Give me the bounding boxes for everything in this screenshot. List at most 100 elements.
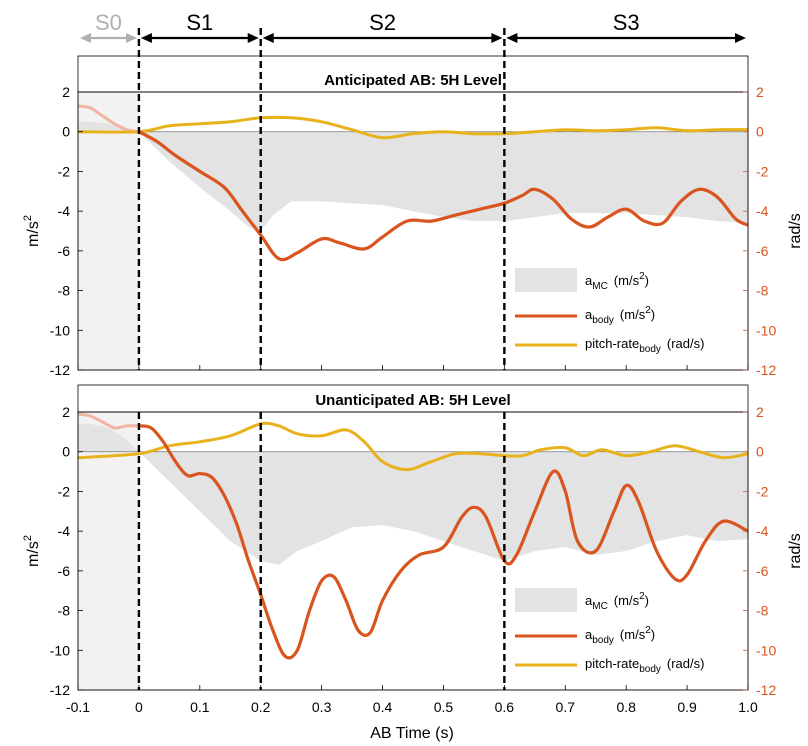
segment-arrowhead-left	[140, 33, 152, 43]
x-axis: AB Time (s) -0.1 0 0.1 0.2 0.3 0.4 0.5 0.6 0.7 0.…	[66, 699, 758, 742]
s0-shading	[78, 92, 139, 370]
y-tick-label: -2	[58, 483, 71, 499]
legend-swatch-a-mc	[515, 268, 577, 292]
segment-s3: S3	[506, 10, 746, 43]
legend-label-close: )	[651, 307, 655, 322]
y2-tick-label: 2	[756, 84, 764, 100]
series-a-mc-area	[78, 423, 748, 565]
y-tick-label: 0	[62, 444, 70, 460]
segment-label: S1	[186, 10, 213, 35]
panel-anticipated: Anticipated AB: 5H Level 2 2 0 0 -2 -2 -4 -4 -6 -6…	[22, 28, 804, 378]
segment-label: S3	[613, 10, 640, 35]
legend-label: aMC (m/s2)	[585, 271, 649, 292]
y-axis-label: m/s2	[22, 535, 42, 567]
plot-marks	[78, 104, 748, 262]
pre-zero-trace	[78, 412, 139, 430]
x-tick-label: 0	[135, 699, 143, 715]
legend-label-unit: (m/s	[614, 273, 640, 288]
series-a-body-line	[138, 130, 748, 262]
legend-label-unit: (m/s	[620, 307, 646, 322]
segment-arrowhead-right	[735, 33, 746, 43]
segment-annotations: S0 S1 S2 S3	[80, 10, 746, 43]
panel-title: Unanticipated AB: 5H Level	[315, 392, 510, 409]
legend-label-close: )	[651, 627, 655, 642]
legend-label-sup: 2	[645, 625, 651, 636]
legend-label-main: a	[585, 627, 593, 642]
legend-label-sub: body	[639, 344, 661, 355]
segment-s2: S2	[262, 10, 503, 43]
legend-label-main: pitch-rate	[585, 656, 639, 671]
legend-label-unit: (rad/s)	[667, 656, 705, 671]
legend-label-sub: MC	[592, 601, 608, 612]
y-tick-label: -4	[58, 203, 71, 219]
legend-label-sup: 2	[645, 305, 651, 316]
segment-label: S2	[369, 10, 396, 35]
y2-tick-label: 0	[756, 444, 764, 460]
legend-swatch-a-mc	[515, 588, 577, 612]
legend-label: abody (m/s2)	[585, 305, 655, 326]
series-a-mc-area	[78, 121, 748, 231]
y-tick-label: 2	[62, 84, 70, 100]
y-axis-label-sup: 2	[22, 215, 34, 221]
y2-tick-label: -8	[756, 283, 769, 299]
panel-unanticipated: Unanticipated AB: 5H Level 2 2 0 0 -2 -2 -4 -4 -6…	[22, 384, 804, 698]
y2-tick-label: -12	[756, 682, 776, 698]
legend-label-sub: body	[592, 635, 614, 646]
x-tick-label: 0.2	[251, 699, 271, 715]
y-axis-label-base: m/s	[25, 541, 42, 567]
legend-label-main: a	[585, 273, 593, 288]
y2-tick-label: -10	[756, 322, 776, 338]
y-tick-label: -4	[58, 523, 71, 539]
legend-label: pitch-ratebody (rad/s)	[585, 656, 704, 675]
legend-label-sub: MC	[592, 281, 608, 292]
legend-label-main: pitch-rate	[585, 336, 639, 351]
legend-label: abody (m/s2)	[585, 625, 655, 646]
y-axis-label: m/s2	[22, 215, 42, 247]
y-tick-label: -6	[58, 243, 71, 259]
legend-label-sub: body	[592, 315, 614, 326]
x-tick-label: 0.3	[312, 699, 332, 715]
segment-s0: S0	[80, 10, 137, 43]
legend-label: aMC (m/s2)	[585, 591, 649, 612]
panel-title-box: Unanticipated AB: 5H Level	[77, 384, 749, 413]
series-pitch-rate-line	[78, 115, 748, 140]
legend-label-unit: (m/s	[620, 627, 646, 642]
y-axis-label-sup: 2	[22, 535, 34, 541]
panel-title: Anticipated AB: 5H Level	[324, 72, 502, 89]
y-tick-label: -2	[58, 163, 71, 179]
y-tick-label: 0	[62, 124, 70, 140]
legend-label-sub: body	[639, 664, 661, 675]
legend: aMC (m/s2)abody (m/s2)pitch-ratebody (rad/s…	[515, 588, 704, 675]
legend-label-main: a	[585, 307, 593, 322]
y2-tick-label: -4	[756, 203, 769, 219]
segment-arrowhead-right	[491, 33, 503, 43]
x-tick-label: 0.9	[677, 699, 697, 715]
y2-axis-label: rad/s	[787, 533, 804, 569]
segment-arrowhead-right	[247, 33, 259, 43]
y2-tick-label: -10	[756, 642, 776, 658]
y2-tick-label: -6	[756, 563, 769, 579]
x-tick-label: 0.7	[556, 699, 576, 715]
x-tick-label: 0.5	[434, 699, 454, 715]
x-tick-label: 0.8	[616, 699, 636, 715]
y2-tick-label: 0	[756, 124, 764, 140]
segment-arrowhead-left	[262, 33, 274, 43]
segment-label: S0	[95, 10, 122, 35]
series-pitch-rate-line	[78, 421, 748, 472]
legend-label: pitch-ratebody (rad/s)	[585, 336, 704, 355]
y-tick-label: 2	[62, 404, 70, 420]
legend-label-sup: 2	[639, 591, 645, 602]
legend-label-main: a	[585, 593, 593, 608]
x-tick-label: 0.4	[373, 699, 393, 715]
legend-label-close: )	[645, 593, 649, 608]
pre-zero-trace	[78, 104, 140, 134]
y-tick-label: -8	[58, 283, 71, 299]
y2-axis-label: rad/s	[787, 213, 804, 249]
y2-tick-label: -12	[756, 362, 776, 378]
x-tick-label: -0.1	[66, 699, 90, 715]
legend-label-unit: (m/s	[614, 593, 640, 608]
y-tick-label: -12	[50, 362, 70, 378]
plot-marks	[78, 412, 748, 660]
axes-frame	[77, 411, 749, 691]
